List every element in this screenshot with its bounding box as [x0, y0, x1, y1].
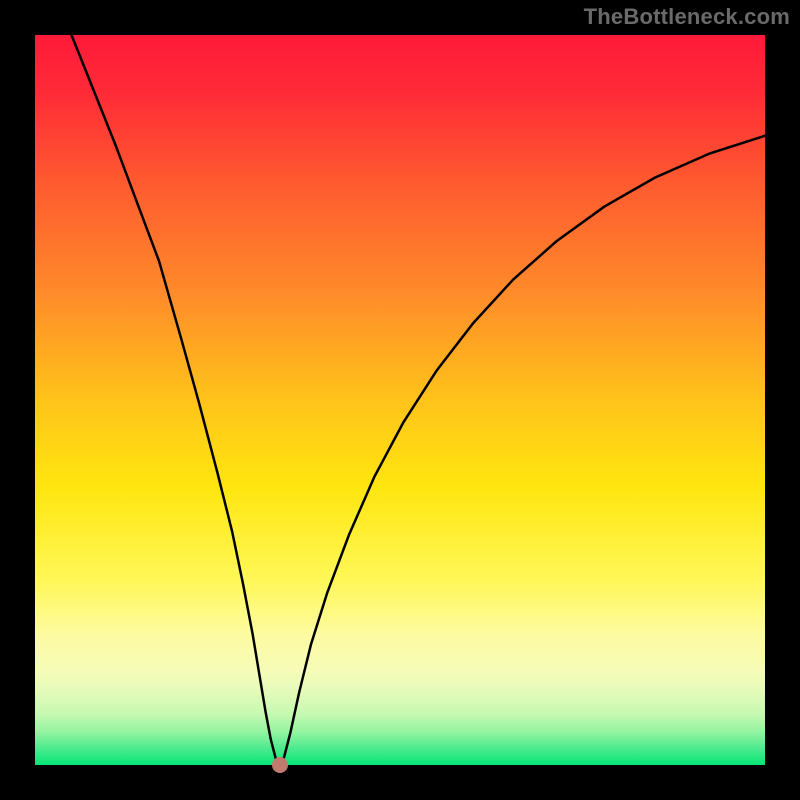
watermark-text: TheBottleneck.com — [584, 4, 790, 30]
plot-area — [35, 35, 765, 765]
bottleneck-curve — [35, 35, 765, 765]
chart-frame: TheBottleneck.com — [0, 0, 800, 800]
curve-path — [72, 35, 766, 765]
curve-minimum-marker — [272, 757, 288, 773]
